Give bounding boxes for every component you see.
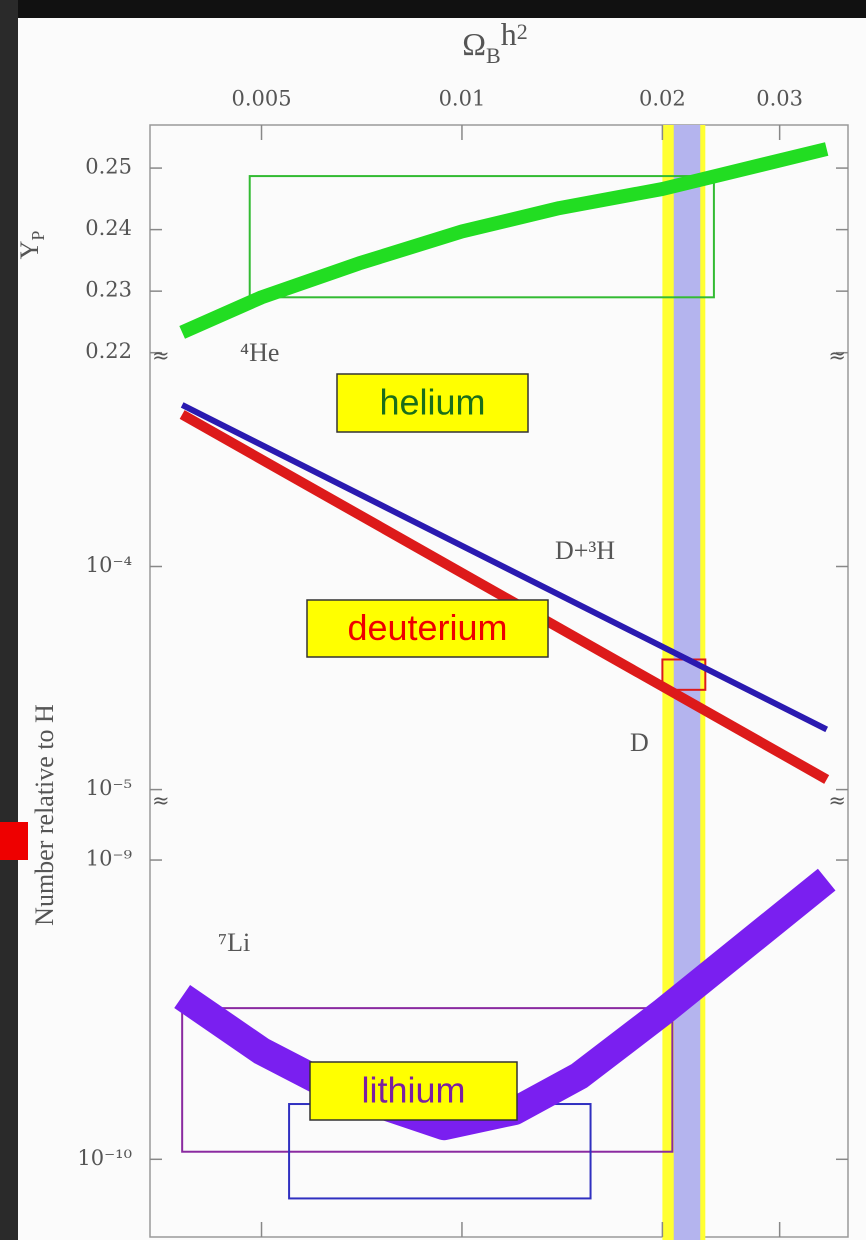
- series-label: D+³H: [555, 536, 615, 565]
- x-axis-label-part: h: [501, 16, 517, 52]
- series-label: D: [630, 728, 649, 757]
- callout-label: deuterium: [347, 607, 507, 648]
- chart: 0.22 0.23 0.24 0.25 ≈ ≈ ⁴He helium 10⁻⁴ 10⁻⁵ ≈ ≈ D+³…: [0, 0, 866, 1240]
- red-marker: [0, 822, 28, 860]
- x-tick-label: 0.02: [639, 87, 686, 111]
- page: {"chart_data": [ {"type": "line", "x_lab…: [0, 0, 866, 1240]
- x-tick-label: 0.03: [756, 87, 803, 111]
- y-axis-label-part: P: [28, 231, 48, 241]
- y-tick-label: 10⁻⁴: [86, 553, 132, 577]
- y-tick-label: 10⁻⁹: [86, 847, 132, 871]
- y-axis-label-part: Y: [15, 240, 44, 259]
- x-axis-label-part: Ω: [462, 26, 486, 62]
- dark-edge: [0, 0, 18, 1240]
- axis-break: ≈: [828, 789, 846, 813]
- axis-break: ≈: [152, 344, 170, 368]
- x-axis-label-part: 2: [517, 19, 528, 44]
- callout-label: helium: [379, 382, 485, 423]
- highlight-band: [674, 125, 701, 1240]
- callout-label: lithium: [361, 1070, 465, 1111]
- x-tick-label: 0.005: [231, 87, 291, 111]
- x-tick-label: 0.01: [439, 87, 486, 111]
- y-tick-label: 0.25: [85, 155, 132, 179]
- axis-break: ≈: [828, 344, 846, 368]
- y-tick-label: 0.23: [85, 278, 132, 302]
- y-tick-label: 0.22: [85, 339, 132, 363]
- series-label: ⁴He: [240, 338, 279, 367]
- y-tick-label: 0.24: [85, 216, 132, 240]
- axis-break: ≈: [152, 789, 170, 813]
- y-tick-label: 10⁻¹⁰: [77, 1146, 132, 1170]
- y-tick-label: 10⁻⁵: [86, 776, 132, 800]
- y-axis-label: Number relative to H: [30, 704, 59, 926]
- series-label: ⁷Li: [218, 928, 250, 957]
- x-axis-label-part: B: [486, 43, 501, 68]
